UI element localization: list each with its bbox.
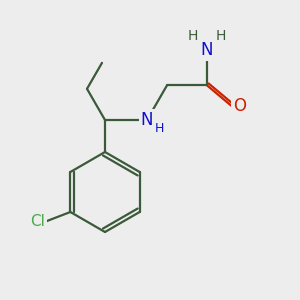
Text: H: H	[216, 29, 226, 44]
Text: N: N	[141, 111, 153, 129]
Text: Cl: Cl	[30, 214, 45, 230]
Text: H: H	[154, 122, 164, 134]
Text: N: N	[201, 41, 213, 59]
Text: O: O	[233, 97, 246, 115]
Text: H: H	[188, 29, 198, 44]
